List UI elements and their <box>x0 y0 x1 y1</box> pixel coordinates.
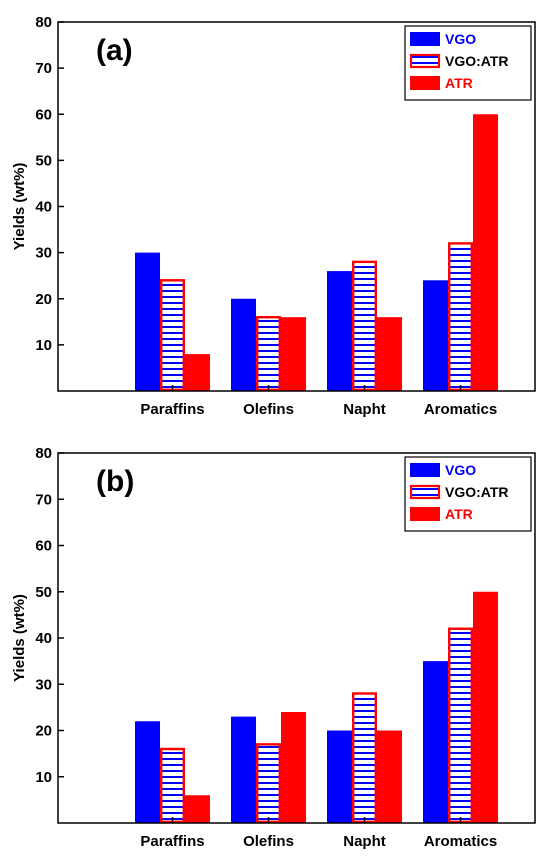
legend-swatch <box>410 76 440 90</box>
legend: VGO VGO:ATR ATR <box>404 25 532 101</box>
bar-vgo-aromatics <box>423 661 448 823</box>
x-tick-label: Napht <box>343 401 386 418</box>
x-tick-label: Aromatics <box>424 833 497 850</box>
bar-atr-paraffins <box>185 795 210 823</box>
bar-atr-aromatics <box>473 114 498 391</box>
x-tick-label: Olefins <box>243 401 294 418</box>
bar-vgo-paraffins <box>135 252 160 391</box>
y-tick-label: 30 <box>35 245 52 262</box>
legend-label: ATR <box>445 506 473 522</box>
x-tick-label: Paraffins <box>140 401 204 418</box>
bar-vgo-olefins <box>231 716 256 823</box>
x-tick-label: Paraffins <box>140 833 204 850</box>
bar-vgo-atr-napht <box>352 692 378 824</box>
bar-atr-paraffins <box>185 354 210 391</box>
chart-panel-1: Paraffins Olefins Napht Aromatics 10 20 30 40 50… <box>11 14 536 418</box>
legend-label: VGO <box>445 31 476 47</box>
y-tick-label: 60 <box>35 106 52 123</box>
legend-label: VGO:ATR <box>445 484 509 500</box>
legend-label: ATR <box>445 75 473 91</box>
bar-vgo-paraffins <box>135 721 160 823</box>
bar-vgo-olefins <box>231 298 256 391</box>
legend-label: VGO <box>445 462 476 478</box>
bar-vgo-napht <box>327 730 352 823</box>
bar-vgo-atr-aromatics <box>448 627 474 824</box>
x-tick-label: Olefins <box>243 833 294 850</box>
y-axis-title: Yields (wt%) <box>11 594 28 682</box>
bar-vgo-napht <box>327 271 352 391</box>
y-tick-label: 80 <box>35 445 52 462</box>
y-tick-label: 50 <box>35 584 52 601</box>
y-tick-label: 60 <box>35 538 52 555</box>
legend-swatch <box>410 463 440 477</box>
x-tick-label: Aromatics <box>424 401 497 418</box>
bar-atr-olefins <box>281 317 306 391</box>
y-axis-title: Yields (wt%) <box>11 163 28 251</box>
legend-swatch <box>410 507 440 521</box>
y-tick-label: 80 <box>35 14 52 31</box>
legend: VGO VGO:ATR ATR <box>404 456 532 532</box>
y-tick-label: 10 <box>35 337 52 354</box>
y-tick-label: 50 <box>35 152 52 169</box>
y-tick-label: 10 <box>35 769 52 786</box>
legend-swatch <box>409 53 441 69</box>
bar-vgo-aromatics <box>423 280 448 391</box>
panel-label: (b) <box>96 465 134 498</box>
bar-atr-olefins <box>281 712 306 823</box>
panel-label: (a) <box>96 34 133 67</box>
y-tick-label: 70 <box>35 60 52 77</box>
legend-swatch <box>410 32 440 46</box>
bar-vgo-atr-olefins <box>256 316 282 392</box>
y-tick-label: 30 <box>35 676 52 693</box>
bar-vgo-atr-napht <box>352 260 378 392</box>
legend-swatch <box>409 484 441 500</box>
bar-vgo-atr-paraffins <box>159 747 185 824</box>
bar-atr-napht <box>377 730 402 823</box>
y-tick-label: 40 <box>35 199 52 216</box>
bar-vgo-atr-aromatics <box>448 242 474 391</box>
bar-atr-napht <box>377 317 402 391</box>
y-tick-label: 40 <box>35 630 52 647</box>
bar-vgo-atr-paraffins <box>159 279 185 391</box>
x-tick-label: Napht <box>343 833 386 850</box>
y-tick-label: 20 <box>35 723 52 740</box>
bar-vgo-atr-olefins <box>256 743 282 824</box>
legend-label: VGO:ATR <box>445 53 509 69</box>
y-tick-label: 70 <box>35 491 52 508</box>
y-tick-label: 20 <box>35 291 52 308</box>
chart-panel-2: Paraffins Olefins Napht Aromatics 10 20 30 40 50… <box>11 445 536 850</box>
bar-atr-aromatics <box>473 591 498 823</box>
